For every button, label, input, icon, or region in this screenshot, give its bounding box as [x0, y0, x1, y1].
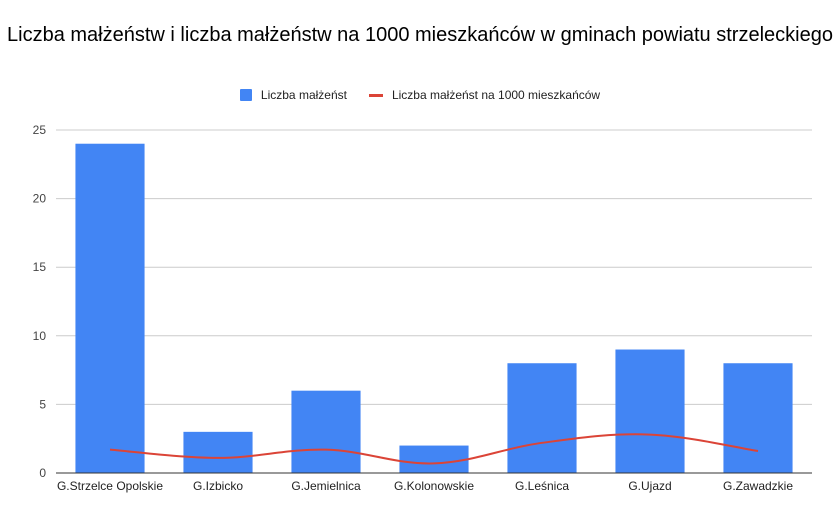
x-tick-label: G.Strzelce Opolskie	[57, 479, 163, 493]
legend-item-bars: Liczba małżeńst	[239, 88, 347, 102]
legend-swatch-line	[368, 93, 383, 97]
y-tick-label: 0	[39, 466, 46, 480]
chart-title: Liczba małżeństw i liczba małżeństw na 1…	[7, 24, 833, 46]
y-tick-label: 25	[33, 123, 47, 137]
bar	[183, 431, 253, 473]
legend-label-line: Liczba małżeńst na 1000 mieszkańców	[391, 88, 601, 102]
bar	[723, 363, 793, 473]
y-tick-label: 15	[33, 260, 47, 274]
x-tick-label: G.Ujazd	[628, 479, 671, 493]
bar	[507, 363, 577, 473]
x-tick-label: G.Izbicko	[193, 479, 243, 493]
y-tick-label: 20	[33, 192, 47, 206]
y-tick-label: 10	[33, 329, 47, 343]
bar	[399, 445, 469, 473]
x-tick-label: G.Leśnica	[515, 479, 569, 493]
bar	[291, 390, 361, 473]
legend-label-bars: Liczba małżeńst	[260, 88, 347, 102]
x-tick-label: G.Kolonowskie	[394, 479, 474, 493]
y-tick-label: 5	[39, 397, 46, 411]
x-tick-label: G.Jemielnica	[291, 479, 361, 493]
bar	[615, 349, 685, 473]
bar	[75, 143, 145, 473]
legend-swatch-bars	[239, 89, 252, 101]
legend-item-line: Liczba małżeńst na 1000 mieszkańców	[368, 88, 601, 102]
x-tick-label: G.Zawadzkie	[723, 479, 793, 493]
legend: Liczba małżeńst Liczba małżeńst na 1000 …	[0, 88, 840, 102]
